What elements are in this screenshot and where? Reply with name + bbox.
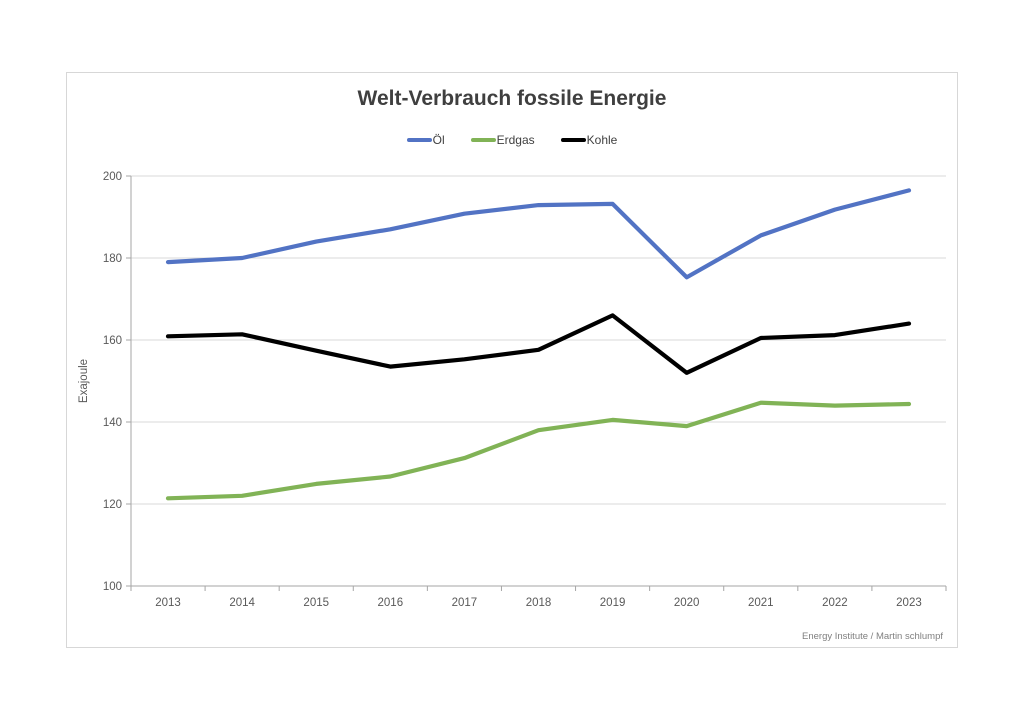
y-tick-label: 120	[103, 499, 122, 511]
x-tick-label: 2019	[600, 597, 626, 609]
series-line-öl	[165, 188, 912, 280]
legend-label: Erdgas	[496, 133, 535, 147]
x-tick-label: 2013	[155, 597, 181, 609]
x-tick-label: 2018	[526, 597, 552, 609]
series-line-erdgas	[165, 400, 912, 501]
legend-label: Kohle	[586, 133, 618, 147]
x-tick-label: 2014	[229, 597, 255, 609]
y-tick-label: 180	[103, 253, 122, 265]
y-tick-label: 200	[103, 171, 122, 183]
legend-item-erdgas: Erdgas	[470, 133, 535, 147]
y-tick-label: 100	[103, 581, 122, 593]
x-tick-label: 2015	[303, 597, 329, 609]
chart-container: Welt-Verbrauch fossile Energie Öl Erdgas K…	[66, 72, 958, 648]
x-tick-label: 2017	[452, 597, 478, 609]
series-line-kohle	[165, 313, 912, 375]
y-tick-label: 160	[103, 335, 122, 347]
x-tick-label: 2016	[378, 597, 404, 609]
x-tick-label: 2023	[896, 597, 922, 609]
chart-title: Welt-Verbrauch fossile Energie	[357, 87, 667, 110]
x-tick-label: 2021	[748, 597, 774, 609]
legend-swatch-icon	[560, 138, 586, 142]
legend-swatch-icon	[470, 138, 496, 142]
legend-item-öl: Öl	[406, 133, 445, 147]
legend-label: Öl	[432, 133, 445, 147]
x-tick-label: 2020	[674, 597, 700, 609]
x-tick-label: 2022	[822, 597, 848, 609]
source-credit: Energy Institute / Martin schlumpf	[802, 631, 943, 642]
chart-legend: Öl Erdgas Kohle	[67, 133, 957, 147]
plot-area: 100 120 140 160 180 200 2013 2014 2015 2016 2017 20…	[103, 171, 947, 609]
legend-item-kohle: Kohle	[560, 133, 618, 147]
y-tick-label: 140	[103, 417, 122, 429]
legend-swatch-icon	[406, 138, 432, 142]
